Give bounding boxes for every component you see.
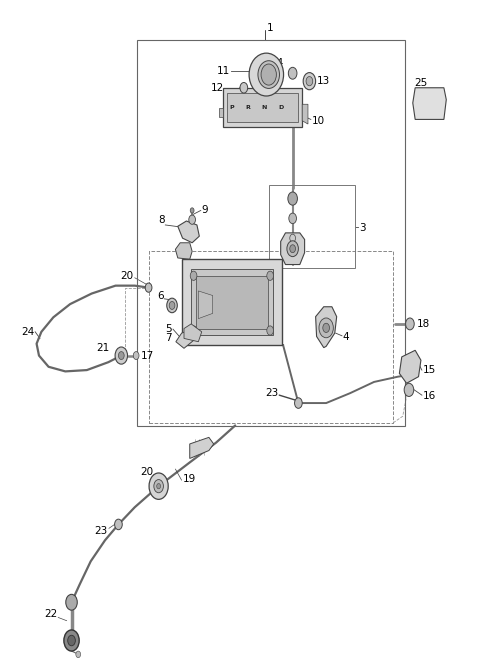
Circle shape [190,208,194,213]
Circle shape [189,215,195,224]
Polygon shape [176,329,196,348]
Polygon shape [219,108,223,118]
Text: P: P [229,105,234,110]
Text: 25: 25 [414,78,428,88]
FancyBboxPatch shape [227,93,299,122]
Text: 7: 7 [166,333,172,344]
Polygon shape [184,324,202,342]
Polygon shape [399,350,421,383]
Circle shape [167,298,177,313]
Circle shape [406,318,414,330]
Circle shape [240,83,248,93]
Polygon shape [178,221,199,243]
Text: 13: 13 [317,76,330,86]
Text: 16: 16 [423,391,436,401]
Circle shape [295,398,302,408]
Text: 23: 23 [265,388,278,398]
Text: 17: 17 [141,350,154,360]
Text: 20: 20 [120,271,134,281]
Circle shape [290,245,296,253]
Text: 24: 24 [21,327,34,337]
Circle shape [190,326,197,335]
Circle shape [76,651,81,658]
Circle shape [289,213,297,223]
Text: 23: 23 [95,526,108,536]
Text: 21: 21 [96,343,110,354]
Circle shape [157,484,160,488]
Polygon shape [190,438,214,459]
Circle shape [119,352,124,360]
FancyBboxPatch shape [196,276,268,329]
Circle shape [287,241,299,256]
Circle shape [290,234,296,242]
Polygon shape [175,243,192,259]
FancyBboxPatch shape [181,259,282,345]
Circle shape [154,480,163,492]
Circle shape [115,347,128,364]
Circle shape [323,323,329,332]
Text: 9: 9 [202,206,208,215]
Text: 15: 15 [423,365,436,375]
Polygon shape [413,88,446,120]
Circle shape [115,519,122,529]
Polygon shape [316,307,336,348]
Text: 8: 8 [158,215,164,225]
Ellipse shape [258,61,279,89]
Ellipse shape [249,53,284,96]
Polygon shape [302,104,308,124]
Circle shape [319,318,333,338]
Circle shape [303,73,316,90]
Circle shape [267,271,274,280]
Circle shape [169,301,175,309]
FancyBboxPatch shape [223,88,302,128]
Text: 4: 4 [343,332,349,342]
Text: N: N [262,105,267,110]
Circle shape [149,473,168,499]
Circle shape [133,352,139,360]
Circle shape [66,594,77,610]
Circle shape [404,383,414,397]
Text: 19: 19 [182,474,196,484]
Text: 20: 20 [140,467,153,477]
Circle shape [145,283,152,292]
Circle shape [261,64,276,85]
Circle shape [68,635,75,646]
Circle shape [306,77,313,86]
Text: 11: 11 [217,66,230,76]
Circle shape [288,67,297,79]
Text: 1: 1 [266,23,273,34]
Text: 10: 10 [312,116,325,126]
Text: 14: 14 [271,58,284,68]
Circle shape [190,271,197,280]
Text: R: R [246,105,251,110]
Text: 12: 12 [211,83,224,93]
Circle shape [267,326,274,335]
Circle shape [64,630,79,651]
Text: 3: 3 [359,223,365,233]
Polygon shape [198,291,213,319]
Polygon shape [281,233,305,264]
Text: 22: 22 [44,609,57,619]
Circle shape [288,192,298,205]
Text: 18: 18 [417,319,431,329]
FancyBboxPatch shape [191,269,273,335]
Text: D: D [278,105,283,110]
Text: 5: 5 [166,324,172,334]
Text: 6: 6 [157,292,163,301]
Text: 2: 2 [235,288,242,297]
